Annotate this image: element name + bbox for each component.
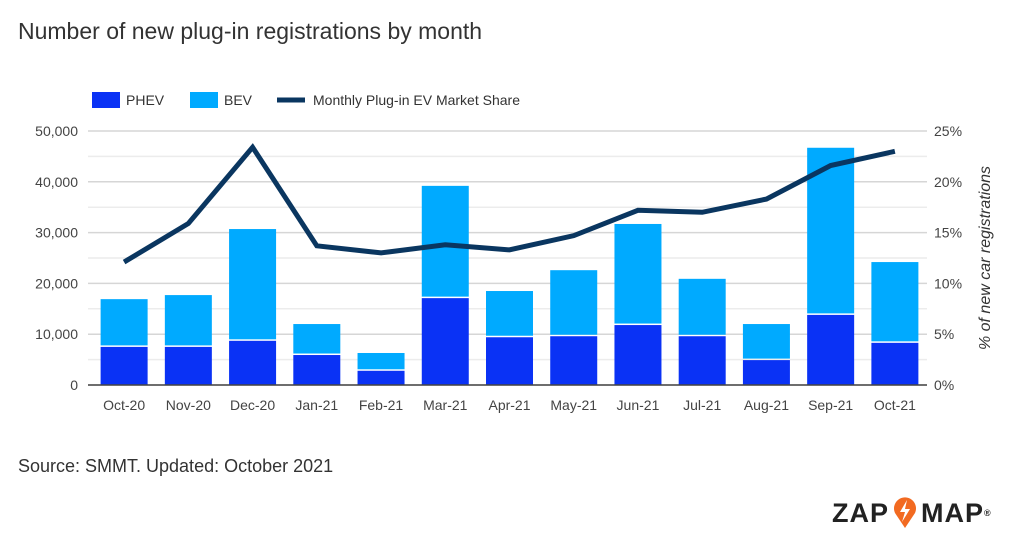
x-tick-label: Mar-21 (423, 397, 468, 413)
bar-bev (293, 324, 341, 354)
x-tick-label: Feb-21 (359, 397, 404, 413)
bar-phev (871, 342, 919, 385)
x-tick-label: Dec-20 (230, 397, 275, 413)
bar-phev (678, 336, 726, 385)
source-note: Source: SMMT. Updated: October 2021 (18, 456, 334, 476)
bar-bev (742, 324, 790, 359)
zapmap-logo: ZAP MAP ® (832, 497, 992, 529)
chart: 0 10,000 20,000 30,000 40,000 50,000 0% 5% 10% 15… (35, 92, 994, 413)
x-tick-label: Oct-21 (874, 397, 916, 413)
y2-tick-label: 25% (934, 123, 962, 139)
bar-bev (614, 223, 662, 324)
bar-phev (164, 346, 212, 385)
bar-bev (550, 270, 598, 335)
y2-tick-label: 15% (934, 225, 962, 241)
bar-phev (742, 360, 790, 385)
x-tick-label: Apr-21 (488, 397, 530, 413)
y2-tick-label: 5% (934, 326, 954, 342)
x-tick-label: Sep-21 (808, 397, 853, 413)
y2-tick-label: 0% (934, 377, 954, 393)
bar-phev (421, 298, 469, 385)
bar-bev (871, 262, 919, 342)
bar-phev (486, 337, 533, 385)
bar-bev (357, 352, 405, 370)
x-tick-label: Jan-21 (295, 397, 338, 413)
bar-phev (357, 370, 405, 385)
registered-mark: ® (984, 508, 992, 518)
legend-swatch-phev (92, 92, 120, 108)
y-tick-label: 10,000 (35, 326, 78, 342)
y2-tick-label: 20% (934, 174, 962, 190)
bar-bev (164, 295, 212, 346)
bar-bev (229, 229, 277, 340)
x-tick-label: Jun-21 (617, 397, 660, 413)
bar-bev (678, 278, 726, 335)
x-tick-label: May-21 (550, 397, 597, 413)
bar-phev (100, 346, 148, 385)
logo-text-right: MAP (921, 497, 984, 528)
lightning-pin-icon (894, 497, 916, 528)
x-tick-label: Jul-21 (683, 397, 721, 413)
bar-bev (486, 291, 533, 336)
logo-text-left: ZAP (832, 497, 889, 528)
bar-phev (550, 336, 598, 385)
x-tick-label: Nov-20 (166, 397, 211, 413)
y-tick-label: 30,000 (35, 225, 78, 241)
bar-phev (614, 325, 662, 385)
y-tick-label: 50,000 (35, 123, 78, 139)
x-tick-label: Oct-20 (103, 397, 145, 413)
bar-phev (807, 314, 855, 385)
bar-bev (421, 185, 469, 297)
bar-bev (100, 299, 148, 346)
bar-phev (229, 340, 277, 385)
y2-tick-label: 10% (934, 275, 962, 291)
legend-label-line: Monthly Plug-in EV Market Share (313, 92, 520, 108)
legend-swatch-bev (190, 92, 218, 108)
y-tick-label: 20,000 (35, 275, 78, 291)
y-tick-label: 40,000 (35, 174, 78, 190)
x-tick-label: Aug-21 (744, 397, 789, 413)
y2-axis-label: % of new car registrations (977, 166, 994, 350)
legend-label-bev: BEV (224, 92, 253, 108)
legend-label-phev: PHEV (126, 92, 165, 108)
bar-phev (293, 355, 341, 385)
y-tick-label: 0 (70, 377, 78, 393)
chart-title: Number of new plug-in registrations by m… (18, 18, 483, 44)
